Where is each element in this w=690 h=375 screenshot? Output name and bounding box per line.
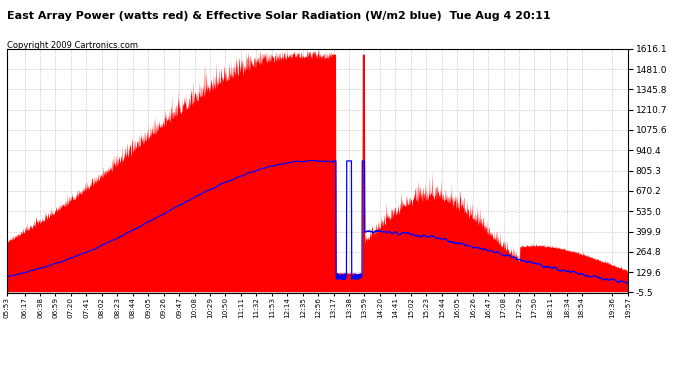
Text: Copyright 2009 Cartronics.com: Copyright 2009 Cartronics.com [7,41,138,50]
Text: East Array Power (watts red) & Effective Solar Radiation (W/m2 blue)  Tue Aug 4 : East Array Power (watts red) & Effective… [7,11,551,21]
